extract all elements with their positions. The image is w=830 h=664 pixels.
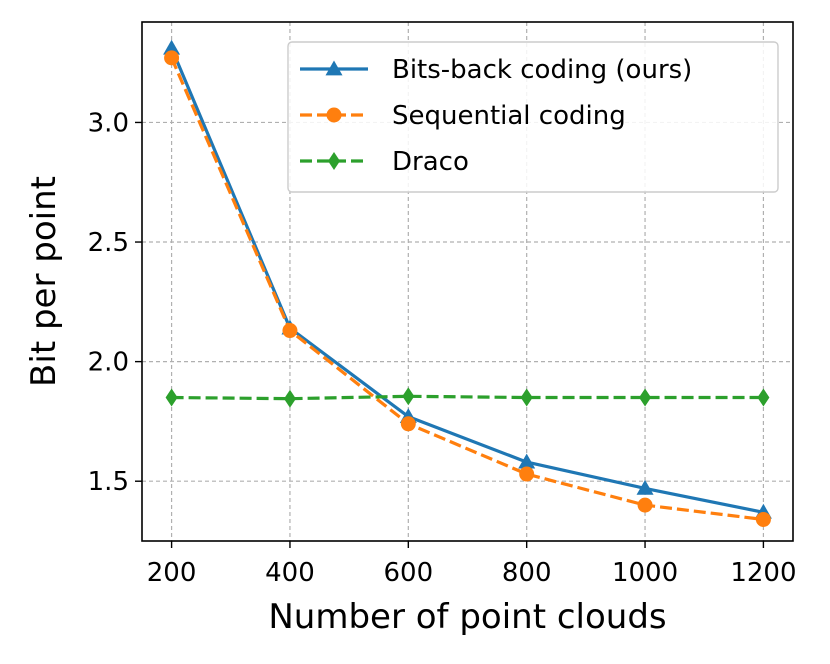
y-axis-label: Bit per point: [24, 176, 64, 387]
legend-label: Sequential coding: [392, 101, 626, 131]
data-point: [520, 388, 533, 407]
data-point: [282, 323, 298, 339]
x-tick-label: 600: [383, 558, 433, 588]
data-point: [518, 453, 536, 469]
legend-marker: [325, 60, 343, 76]
legend-marker: [326, 107, 342, 123]
legend-label: Draco: [392, 147, 469, 177]
ticks: 200 400 600 800 1000 1200 1.5 2.0 2.5 3.0: [88, 108, 797, 588]
data-point: [636, 479, 654, 495]
series-layer: [163, 39, 772, 527]
legend: Bits-back coding (ours) Sequential coding…: [287, 41, 779, 193]
legend-item-2: Sequential coding: [300, 101, 626, 131]
x-tick-label: 200: [147, 558, 197, 588]
y-tick-label: 3.0: [88, 108, 129, 138]
data-point: [757, 388, 770, 407]
data-point: [755, 511, 771, 527]
data-point: [402, 387, 415, 406]
x-axis-label: Number of point clouds: [268, 597, 666, 637]
data-point: [164, 50, 180, 66]
x-tick-label: 1000: [612, 558, 678, 588]
data-point: [163, 39, 181, 55]
legend-item-1: Bits-back coding (ours): [300, 55, 692, 85]
legend-marker: [328, 152, 340, 170]
x-tick-label: 800: [502, 558, 552, 588]
data-point: [519, 466, 535, 482]
x-tick-label: 400: [265, 558, 315, 588]
legend-box: [287, 41, 779, 193]
series-2: [164, 50, 771, 527]
x-tick-label: 1200: [730, 558, 796, 588]
series-3: [165, 387, 770, 408]
plot-frame: [141, 21, 794, 542]
data-point: [283, 389, 296, 408]
data-point: [400, 416, 416, 432]
y-tick-label: 2.0: [88, 348, 129, 378]
data-point: [165, 388, 178, 407]
data-point: [637, 497, 653, 513]
legend-item-3: Draco: [300, 147, 469, 177]
series-line: [170, 57, 764, 522]
series-line: [171, 394, 764, 401]
y-tick-label: 2.5: [88, 228, 129, 258]
data-point: [639, 388, 652, 407]
legend-label: Bits-back coding (ours): [392, 55, 692, 85]
y-tick-label: 1.5: [88, 467, 129, 497]
